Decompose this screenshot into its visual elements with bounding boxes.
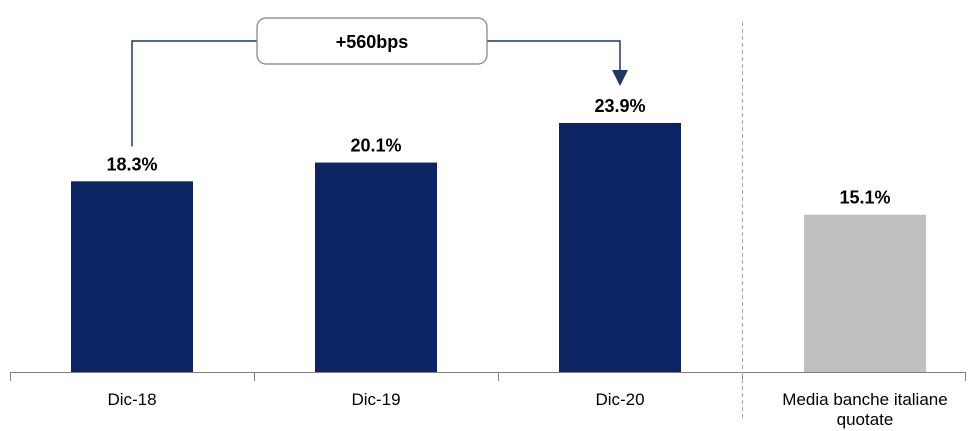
category-label-1: Dic-18	[107, 390, 156, 409]
value-label-1: 18.3%	[106, 154, 157, 174]
bar-1	[71, 181, 193, 372]
bar-4	[804, 214, 926, 372]
value-label-4: 15.1%	[839, 188, 890, 208]
value-label-3: 23.9%	[594, 96, 645, 116]
arrow-down-icon	[612, 70, 628, 86]
growth-annotation: +560bps	[131, 17, 628, 147]
category-label-3: Dic-20	[595, 390, 644, 409]
annotation-box	[256, 17, 488, 65]
category-labels-group: Dic-18 Dic-19 Dic-20 Media banche italianeq…	[107, 390, 947, 429]
value-label-2: 20.1%	[350, 136, 401, 156]
annotation-label: +560bps	[336, 32, 409, 52]
bar-2	[315, 162, 437, 372]
bar-3	[559, 122, 681, 372]
category-label-4-line-2: quotate	[837, 410, 894, 429]
x-axis	[10, 22, 966, 420]
bars-group	[71, 122, 926, 372]
category-label-2: Dic-19	[351, 390, 400, 409]
category-label-4-line-1: Media banche italiane	[782, 390, 947, 409]
value-labels-group: 18.3% 20.1% 23.9% 15.1%	[106, 96, 890, 208]
